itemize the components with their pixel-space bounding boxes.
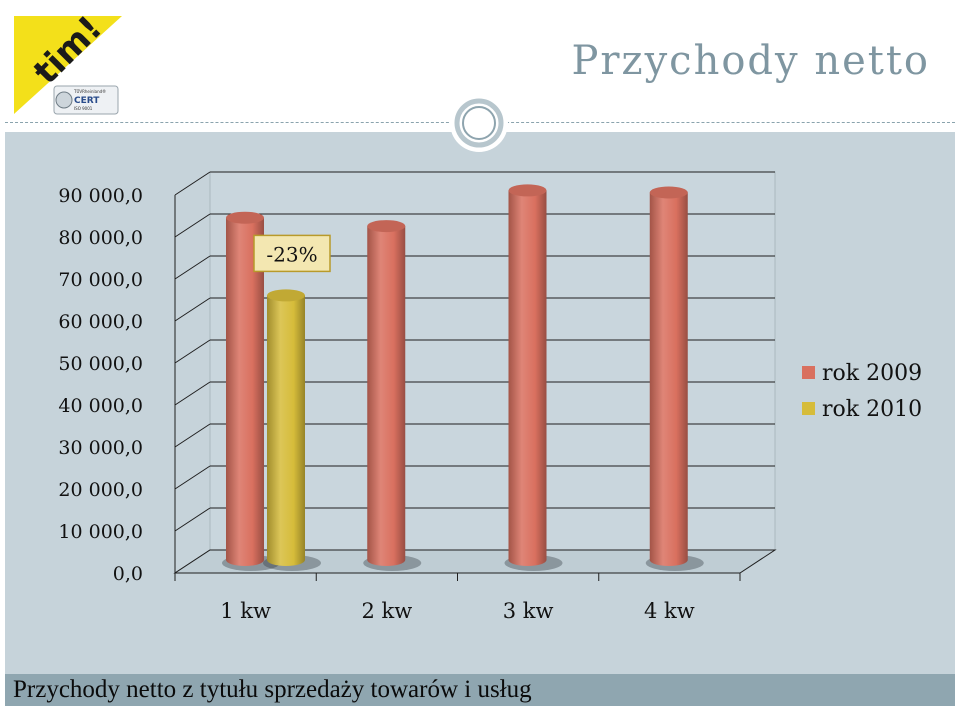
bar-chart: 0,0 10 000,0 20 000,0 30 000,0 40 000,0 50 00…: [58, 171, 922, 623]
bar-rok-2009-3-kw: [508, 190, 547, 566]
annotation-label: -23%: [266, 242, 317, 266]
y-tick-label: 0,0: [113, 563, 143, 585]
annotation-box: [253, 234, 331, 273]
bar-rok-2009-1-kw: [226, 217, 264, 566]
plot-floor: [173, 549, 777, 574]
y-tick-label: 20 000,0: [58, 479, 143, 501]
x-tick-label: 3 kw: [503, 599, 554, 623]
y-tick-label: 80 000,0: [58, 227, 143, 249]
bar-top: [649, 186, 688, 199]
gridline-side: [174, 339, 211, 364]
cert-badge: [53, 85, 119, 115]
legend-swatch: [802, 402, 815, 415]
bar-top: [367, 220, 406, 233]
x-tick-label: 4 kw: [644, 599, 695, 623]
y-tick-label: 70 000,0: [58, 269, 143, 291]
y-tick-label: 90 000,0: [58, 185, 143, 207]
x-tick-label: 2 kw: [362, 599, 413, 623]
gridline-side: [174, 465, 211, 490]
svg-text:CERT: CERT: [74, 96, 100, 106]
gridline-side: [174, 423, 211, 448]
ring-ornament-icon: [450, 94, 508, 152]
legend-label: rok 2010: [822, 397, 922, 422]
gridline-side: [174, 171, 211, 196]
footer-caption: Przychody netto z tytułu sprzedaży towar…: [13, 676, 532, 703]
bar-rok-2009-2-kw: [367, 226, 406, 566]
logo-yellow-triangle: [14, 16, 122, 114]
bar-rok-2009-4-kw: [649, 192, 688, 566]
legend-swatch: [802, 366, 815, 379]
y-tick-label: 10 000,0: [58, 521, 143, 543]
svg-text:ISO 9001: ISO 9001: [74, 106, 93, 111]
legend-label: rok 2009: [822, 361, 922, 386]
tim-logo: tim! TÜVRheinland® CERT ISO 9001: [10, 8, 124, 118]
y-tick-label: 40 000,0: [58, 395, 143, 417]
cert-seal-icon: [55, 91, 73, 109]
gridline-side: [174, 255, 211, 280]
gridline-side: [174, 381, 211, 406]
y-tick-label: 60 000,0: [58, 311, 143, 333]
y-tick-label: 50 000,0: [58, 353, 143, 375]
bar-top: [267, 289, 305, 302]
gridline-side: [174, 297, 211, 322]
slide-title: Przychody netto: [571, 38, 930, 84]
slide-footer: Przychody netto z tytułu sprzedaży towar…: [5, 674, 955, 706]
svg-text:TÜVRheinland®: TÜVRheinland®: [73, 89, 106, 94]
x-tick-label: 1 kw: [220, 599, 271, 623]
bar-rok-2010-1-kw: [267, 295, 305, 566]
gridline-side: [174, 213, 211, 238]
bar-top: [226, 211, 264, 224]
gridline-side: [174, 507, 211, 532]
bar-top: [508, 184, 547, 197]
y-tick-label: 30 000,0: [58, 437, 143, 459]
chart-panel: 0,0 10 000,0 20 000,0 30 000,0 40 000,0 50 00…: [5, 132, 955, 674]
